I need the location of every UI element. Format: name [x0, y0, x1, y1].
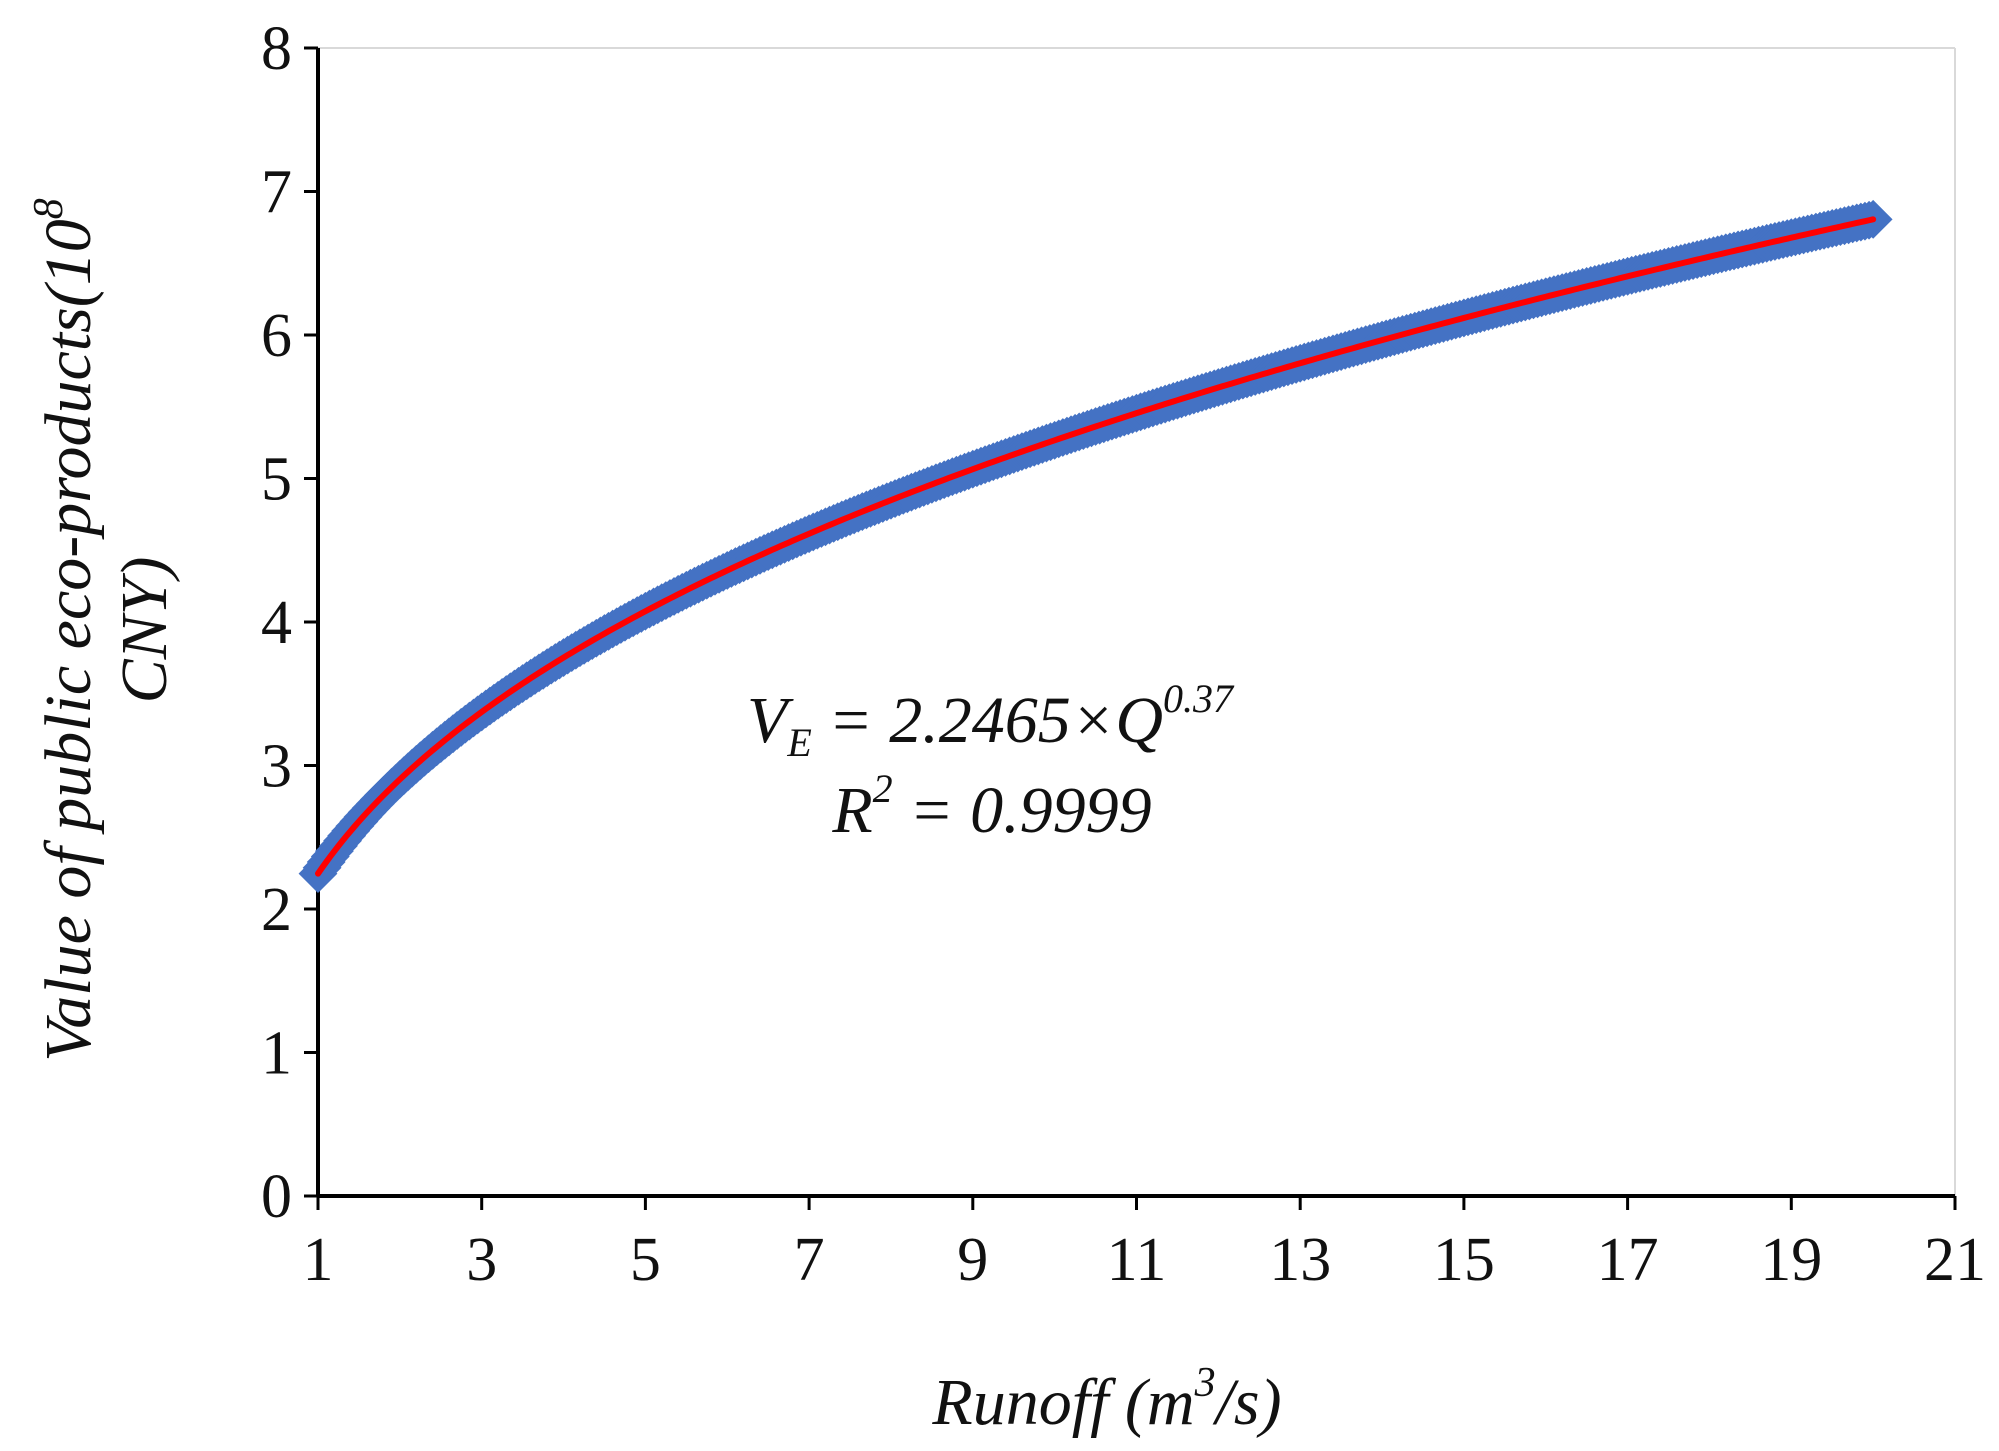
x-tick-label: 9	[957, 1226, 988, 1294]
x-tick-label: 1	[303, 1226, 334, 1294]
y-tick-label: 3	[261, 733, 292, 801]
y-tick-label: 7	[261, 159, 292, 227]
y-tick-label: 1	[261, 1020, 292, 1088]
y-tick-label: 2	[261, 876, 292, 944]
plot-border	[316, 47, 1956, 1198]
x-tick-label: 21	[1924, 1226, 1986, 1294]
x-axis-title: Runoff (m3/s)	[931, 1360, 1281, 1439]
y-tick-label: 5	[261, 446, 292, 514]
x-tick-label: 3	[466, 1226, 497, 1294]
y-tick-label: 4	[261, 589, 292, 657]
trendline-layer	[315, 216, 1877, 877]
x-tick-label: 5	[630, 1226, 661, 1294]
y-tick-label: 6	[261, 302, 292, 370]
equation-label: VE = 2.2465×Q0.37	[747, 676, 1235, 765]
power-trendline	[315, 216, 1877, 877]
x-tick-label: 13	[1269, 1226, 1331, 1294]
x-axis-ticks: 1 3 5 7 9 11 13 15 17 19 21	[303, 1196, 1986, 1294]
y-axis-title-line2: CNY)	[108, 557, 181, 704]
y-axis-title: Value of public eco-products(108	[26, 198, 105, 1062]
y-tick-label: 8	[261, 15, 292, 83]
y-axis-ticks: 0 1 2 3 4 5 6 7 8	[261, 15, 318, 1231]
y-tick-label: 0	[261, 1163, 292, 1231]
x-tick-label: 15	[1433, 1226, 1495, 1294]
r-squared-label: R2 = 0.9999	[831, 766, 1151, 847]
x-tick-label: 11	[1107, 1226, 1167, 1294]
x-tick-label: 17	[1597, 1226, 1659, 1294]
x-tick-label: 7	[794, 1226, 825, 1294]
x-tick-label: 19	[1760, 1226, 1822, 1294]
